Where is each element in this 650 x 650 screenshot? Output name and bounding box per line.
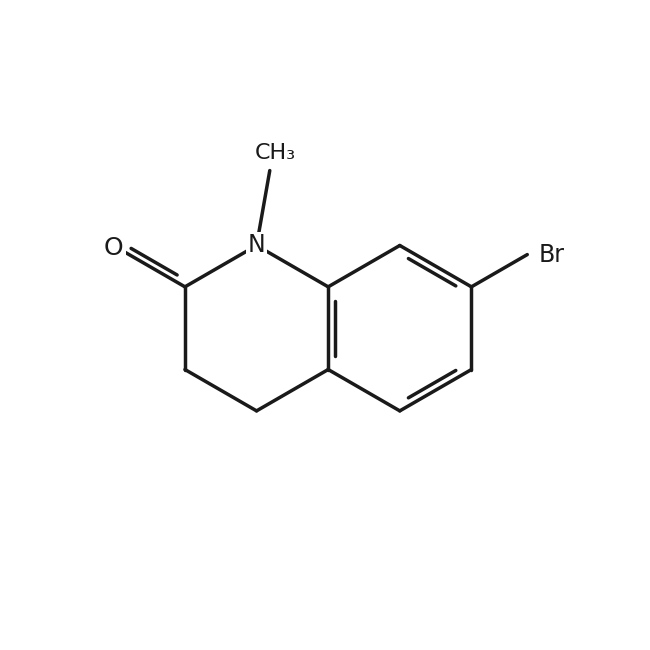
Text: CH₃: CH₃ bbox=[254, 143, 296, 163]
Text: N: N bbox=[248, 233, 265, 257]
Text: Br: Br bbox=[539, 242, 565, 266]
Text: O: O bbox=[104, 235, 124, 259]
